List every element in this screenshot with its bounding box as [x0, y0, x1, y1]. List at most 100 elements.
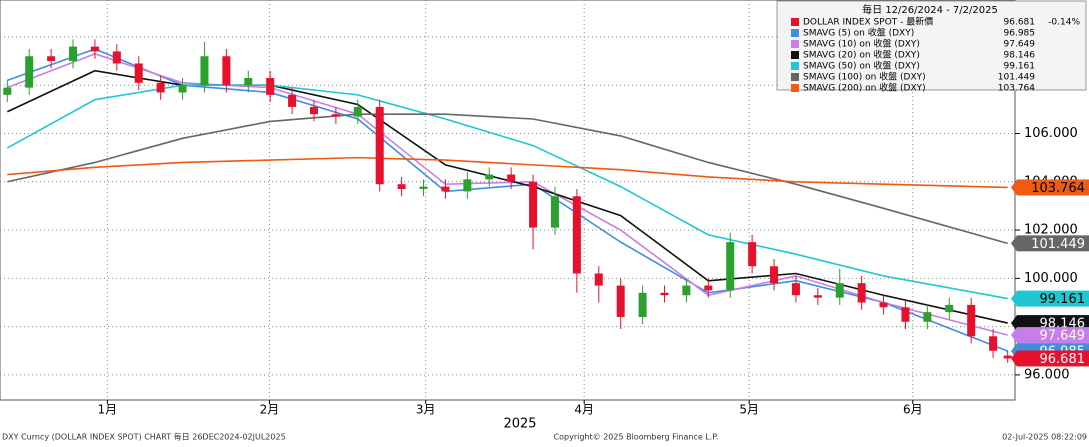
- candle-body: [485, 174, 494, 180]
- candle-body: [813, 295, 822, 298]
- value-tag-label: 103.764: [1031, 181, 1085, 196]
- legend-value: 103.764: [998, 84, 1035, 94]
- value-tag-label: 96.681: [1040, 352, 1086, 367]
- candle-body: [791, 283, 800, 296]
- candle-body: [419, 186, 428, 190]
- candle-body: [507, 174, 516, 182]
- legend-header: 毎日 12/26/2024 - 7/2/2025: [862, 3, 998, 16]
- legend-value: 96.681: [1004, 18, 1036, 28]
- candle-body: [704, 285, 713, 291]
- candle-body: [726, 242, 735, 291]
- legend-value: 96.985: [1004, 29, 1036, 39]
- legend-swatch: [791, 62, 799, 70]
- candle-body: [112, 51, 121, 64]
- value-tag-pointer: [1011, 235, 1017, 252]
- candle-body: [375, 106, 384, 185]
- value-tag-pointer: [1011, 290, 1017, 307]
- candle-body: [989, 336, 998, 351]
- legend-label: SMAVG (5) on 收盤 (DXY): [803, 27, 914, 39]
- value-tag-pointer: [1011, 327, 1017, 344]
- footer-right: 02-Jul-2025 08:22:09: [1002, 433, 1087, 442]
- candle-body: [1003, 355, 1012, 359]
- y-tick-label: 100.000: [1024, 271, 1078, 286]
- candle-body: [288, 94, 297, 107]
- legend-swatch: [791, 18, 799, 26]
- sma-line: [7, 48, 1008, 352]
- value-tag: [1017, 179, 1089, 196]
- value-tag: [1017, 350, 1089, 367]
- x-tick-label: 1月: [98, 403, 118, 417]
- value-tag-label: 101.449: [1031, 237, 1085, 252]
- candle-body: [682, 285, 691, 296]
- candle-body: [3, 87, 12, 95]
- candle-body: [901, 307, 910, 322]
- legend-change: -0.14%: [1048, 18, 1080, 28]
- legend-value: 99.161: [1004, 62, 1036, 72]
- candle-body: [967, 304, 976, 337]
- candle-body: [47, 56, 56, 62]
- candle-body: [266, 77, 275, 95]
- legend-label: SMAVG (10) on 收盤 (DXY): [803, 38, 920, 50]
- candle-body: [200, 56, 209, 86]
- footer-center: Copyright© 2025 Bloomberg Finance L.P.: [554, 433, 719, 442]
- candle-body: [835, 283, 844, 298]
- legend-swatch: [791, 40, 799, 48]
- candle-body: [222, 56, 231, 86]
- legend-label: SMAVG (100) on 收盤 (DXY): [803, 71, 926, 83]
- candle-body: [879, 302, 888, 308]
- candle-body: [441, 186, 450, 192]
- legend-swatch: [791, 29, 799, 37]
- sma-line: [6, 84, 1008, 300]
- legend-value: 97.649: [1004, 40, 1036, 50]
- candle-body: [857, 283, 866, 303]
- y-tick-label: 106.000: [1024, 126, 1078, 141]
- y-tick-label: 102.000: [1024, 223, 1078, 238]
- candle-body: [69, 46, 78, 62]
- candle-body: [309, 106, 318, 115]
- footer-left: DXY Curncy (DOLLAR INDEX SPOT) CHART 毎日 …: [2, 432, 286, 442]
- value-tag-label: 97.649: [1040, 329, 1086, 344]
- candle-body: [244, 77, 253, 86]
- legend-label: SMAVG (20) on 收盤 (DXY): [803, 49, 920, 61]
- candle-body: [90, 46, 99, 52]
- candle-body: [397, 184, 406, 190]
- candle-body: [529, 181, 538, 228]
- legend-swatch: [791, 73, 799, 81]
- candle-body: [25, 56, 34, 88]
- y-tick-label: 96.000: [1024, 367, 1070, 382]
- value-tag-pointer: [1011, 350, 1017, 367]
- candle-body: [770, 266, 779, 284]
- candle-body: [616, 285, 625, 317]
- legend-value: 101.449: [998, 73, 1035, 83]
- candle-body: [178, 85, 187, 93]
- value-tag: [1017, 290, 1089, 307]
- legend-label: SMAVG (50) on 收盤 (DXY): [803, 60, 920, 72]
- x-tick-label: 4月: [574, 403, 594, 417]
- value-tag-label: 99.161: [1040, 292, 1086, 307]
- value-tag-pointer: [1011, 315, 1017, 332]
- x-tick-label: 5月: [739, 403, 759, 417]
- candle-body: [923, 312, 932, 322]
- candle-body: [134, 63, 143, 83]
- candle-body: [945, 304, 954, 313]
- x-tick-label: 6月: [903, 403, 923, 417]
- candle-body: [331, 114, 340, 117]
- x-axis-label: 2025: [503, 417, 536, 432]
- candle-body: [353, 106, 362, 117]
- legend-swatch: [791, 84, 799, 92]
- candle-body: [156, 82, 165, 93]
- candle-body: [638, 292, 647, 317]
- sma-line: [7, 113, 1008, 245]
- candle-body: [463, 179, 472, 192]
- legend-label: SMAVG (200) on 收盤 (DXY): [803, 82, 926, 94]
- value-tag-pointer: [1011, 179, 1017, 196]
- candle-body: [572, 196, 581, 274]
- candle-body: [660, 292, 669, 296]
- legend-box: [776, 0, 1087, 91]
- legend-swatch: [791, 51, 799, 59]
- candle-body: [748, 242, 757, 267]
- candle-body: [550, 196, 559, 228]
- x-tick-label: 3月: [416, 403, 436, 417]
